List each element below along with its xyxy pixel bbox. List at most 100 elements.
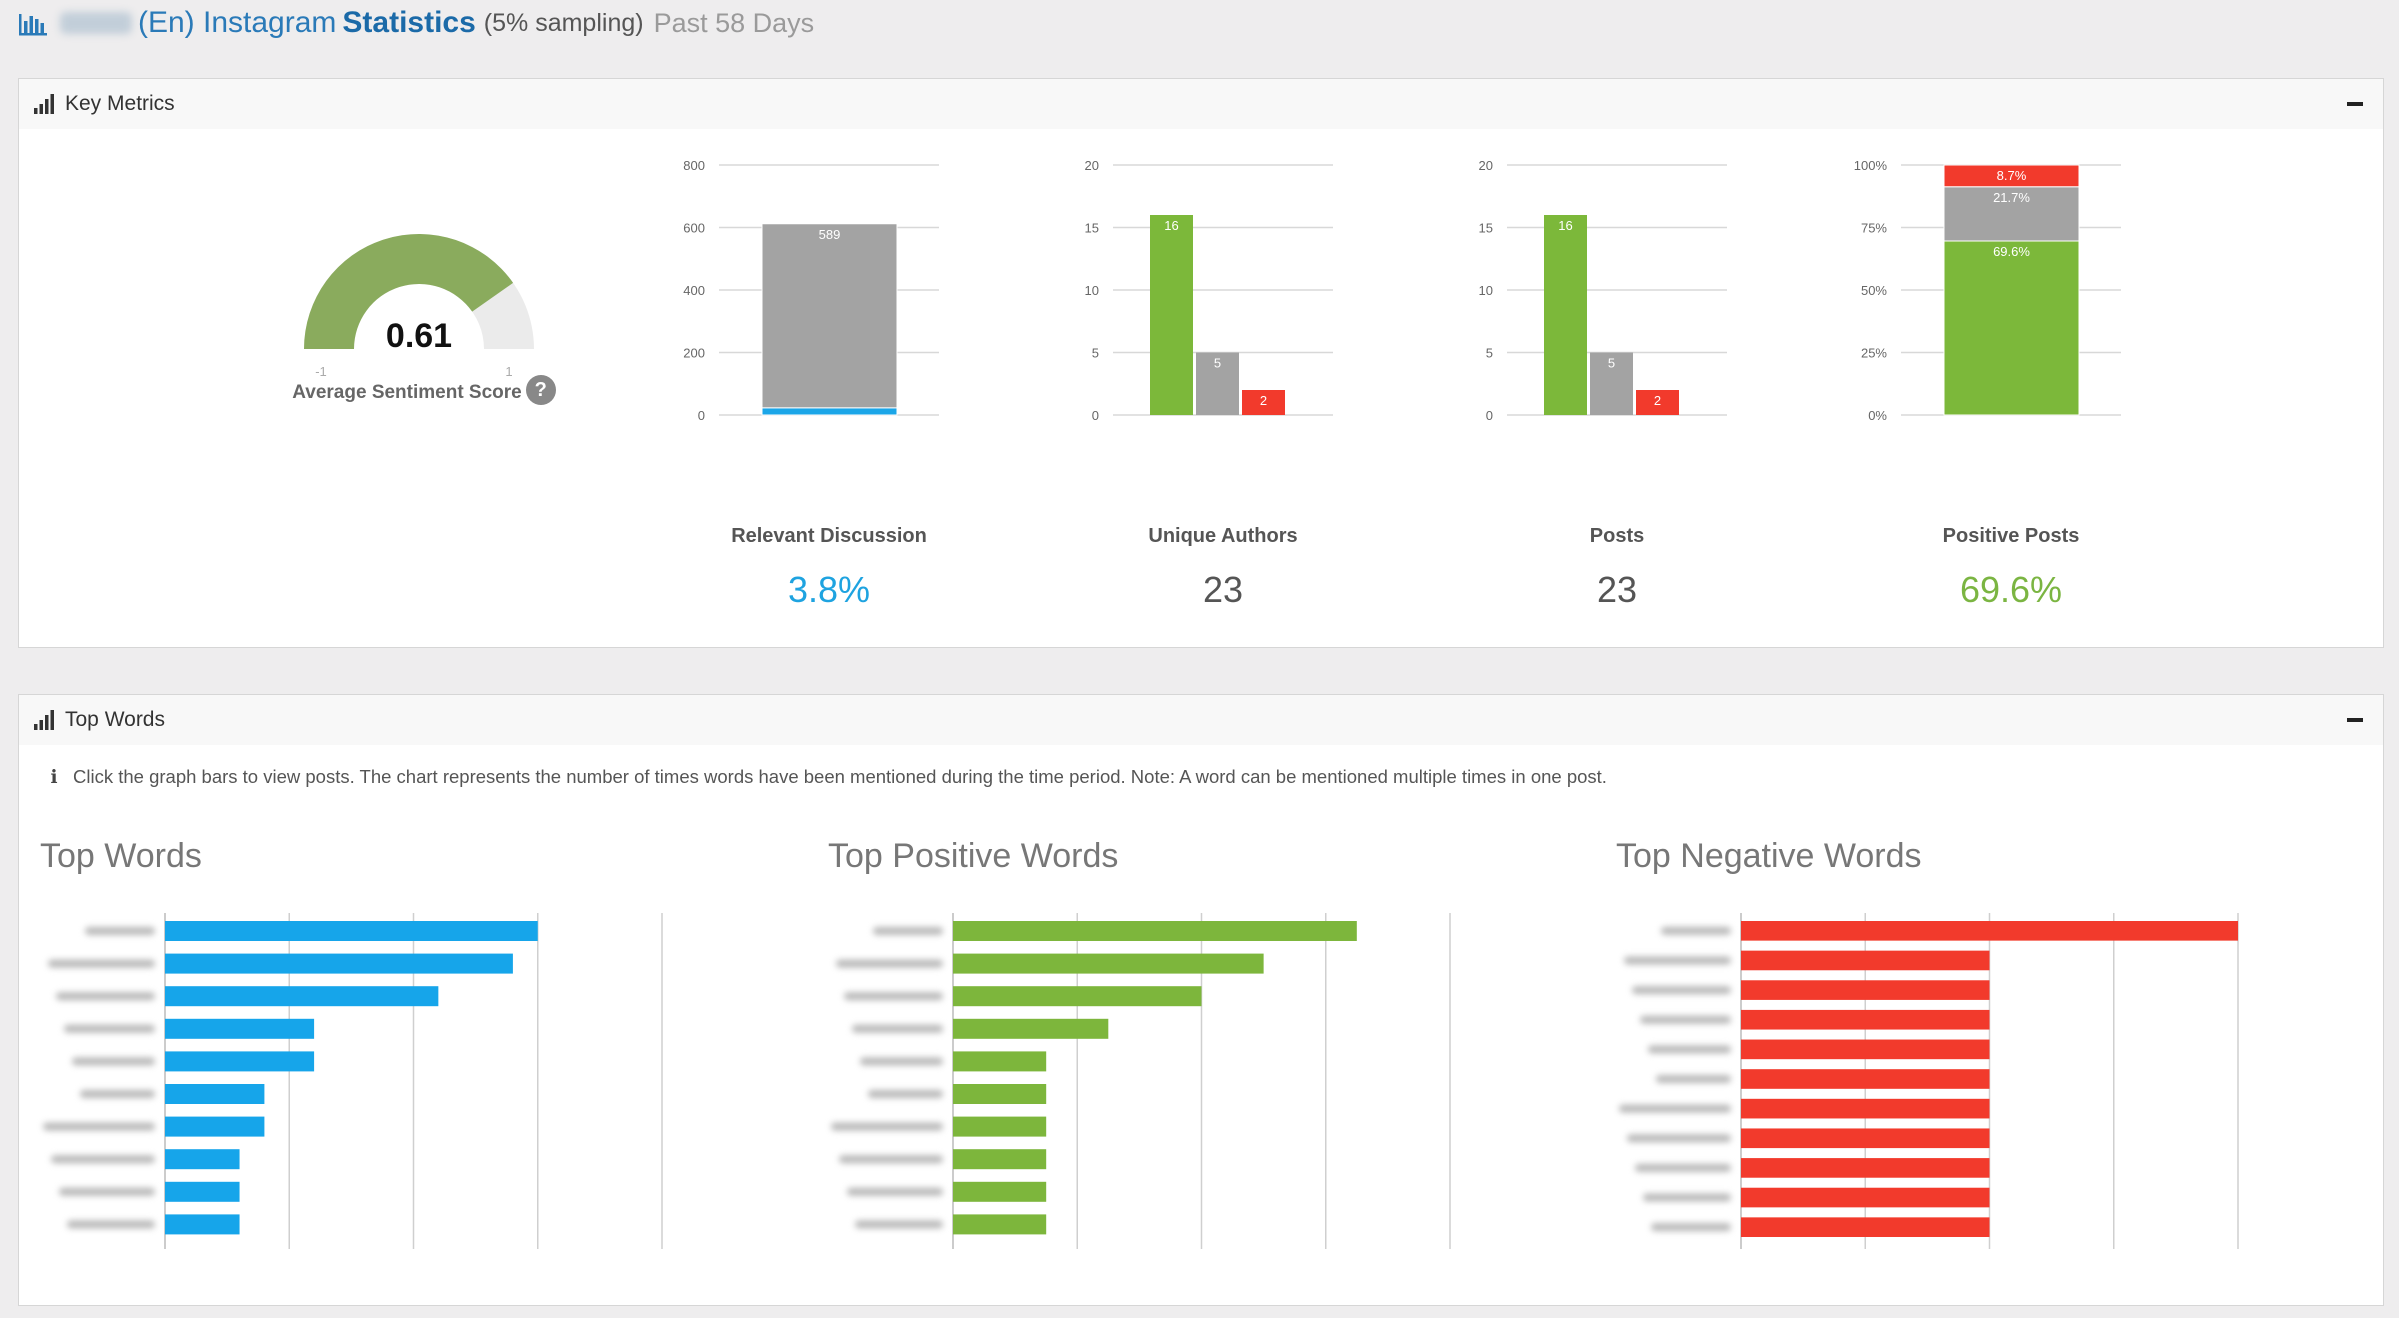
page-title: Statistics [342, 6, 476, 39]
word-bar[interactable] [953, 953, 1264, 974]
redacted-word-label [844, 992, 943, 1001]
redacted-word-label [1627, 1134, 1731, 1143]
panel-title: Top Words [65, 708, 165, 731]
word-bar[interactable] [165, 1181, 240, 1202]
bar-segment[interactable] [1943, 186, 2080, 242]
word-bar[interactable] [1741, 1158, 1990, 1178]
word-bar[interactable] [165, 986, 439, 1007]
gauge-label: Average Sentiment Score? [274, 375, 574, 405]
word-bar[interactable] [165, 1084, 265, 1104]
bar-segment[interactable] [1943, 164, 2080, 188]
gauge-label-text: Average Sentiment Score [292, 382, 522, 403]
relevant-discussion-chart: 020040060080023589 [669, 155, 989, 515]
top-negative-words-chart-title: Top Negative Words [1616, 837, 1922, 875]
redacted-word-label [1635, 1163, 1731, 1172]
word-bar[interactable] [953, 1018, 1109, 1039]
top-positive-words-chart-title: Top Positive Words [828, 837, 1119, 875]
word-bar[interactable] [1741, 980, 1990, 1000]
data-label: 16 [1164, 218, 1178, 233]
word-bar[interactable] [953, 1116, 1047, 1137]
word-bar[interactable] [1741, 1187, 1990, 1208]
bar-segment[interactable] [761, 223, 898, 409]
word-bar[interactable] [953, 1051, 1047, 1072]
metric-label-posts: Posts [1589, 525, 1645, 547]
collapse-button[interactable] [2347, 709, 2365, 729]
y-tick-label: 400 [683, 283, 705, 298]
posts-chart: 0 5 10 15 20 16 5 2 [1457, 155, 1777, 515]
word-bar[interactable] [1741, 1009, 1990, 1030]
word-bar[interactable] [953, 986, 1202, 1007]
word-bar[interactable] [165, 1018, 315, 1039]
help-icon[interactable]: ? [525, 375, 556, 405]
data-label: 21.7% [1993, 190, 2030, 205]
data-label: 5 [1608, 356, 1615, 371]
redacted-word-label [847, 1187, 943, 1196]
redacted-word-label [839, 1155, 943, 1164]
redacted-word-label [67, 1220, 155, 1229]
redacted-word-label [1624, 956, 1731, 965]
y-tick-label: 0 [698, 408, 705, 423]
bar[interactable] [1544, 215, 1587, 415]
top-words-header: Top Words [19, 695, 2383, 745]
word-bar[interactable] [1741, 1098, 1990, 1119]
data-label: 16 [1558, 218, 1572, 233]
key-metrics-header: Key Metrics [19, 79, 2383, 129]
word-bar[interactable] [1741, 921, 2238, 941]
word-bar[interactable] [953, 921, 1357, 941]
y-tick-label: 75% [1861, 221, 1887, 236]
word-bar[interactable] [1741, 1039, 1990, 1060]
bar-segment[interactable] [1943, 240, 2080, 416]
word-bar[interactable] [1741, 950, 1990, 971]
collapse-button[interactable] [2347, 93, 2365, 113]
y-tick-label: 25% [1861, 346, 1887, 361]
top-words-chart-title: Top Words [40, 837, 202, 875]
page-header: (En) Instagram Statistics (5% sampling) … [18, 0, 814, 46]
word-bar[interactable] [953, 1181, 1047, 1202]
redacted-word-label [868, 1090, 943, 1098]
time-period: Past 58 Days [653, 7, 815, 38]
word-bar[interactable] [165, 953, 513, 974]
bar[interactable] [1242, 390, 1285, 415]
redacted-word-label [836, 959, 943, 968]
data-label: 589 [819, 227, 841, 242]
word-bar[interactable] [953, 1084, 1047, 1104]
data-label: 69.6% [1993, 244, 2030, 259]
top-words-chart [19, 901, 719, 1261]
info-text: Click the graph bars to view posts. The … [73, 766, 1607, 787]
bar[interactable] [1636, 390, 1679, 415]
redacted-word-label [1656, 1075, 1731, 1083]
key-metrics-panel: Key Metrics 0.61 -1 1 Average Sentiment … [18, 78, 2384, 648]
bar[interactable] [1196, 352, 1239, 416]
bar-segment[interactable] [761, 407, 898, 416]
word-bar[interactable] [1741, 1069, 1990, 1089]
word-bar[interactable] [165, 1051, 315, 1072]
redacted-word-label [1643, 1193, 1731, 1202]
signal-bars-icon [34, 94, 54, 114]
redacted-word-label [1619, 1104, 1731, 1113]
metric-label-unique-authors: Unique Authors [1148, 525, 1298, 547]
bar[interactable] [1150, 215, 1193, 415]
y-tick-label: 20 [1085, 158, 1099, 173]
word-bar[interactable] [165, 1116, 265, 1137]
redacted-word-label [860, 1057, 943, 1066]
redacted-word-label [831, 1122, 943, 1131]
redacted-word-label [72, 1057, 155, 1066]
word-bar[interactable] [165, 1214, 240, 1235]
word-bar[interactable] [953, 1149, 1047, 1170]
redacted-word-label [48, 959, 155, 968]
redacted-word-label [1661, 926, 1731, 935]
bar[interactable] [1590, 352, 1633, 416]
y-tick-label: 15 [1479, 221, 1493, 236]
gauge-value: 0.61 [386, 317, 452, 355]
panel-title: Key Metrics [65, 92, 175, 115]
word-bar[interactable] [165, 1149, 240, 1170]
word-bar[interactable] [1741, 1217, 1990, 1237]
top-negative-words-chart [1595, 901, 2295, 1261]
y-tick-label: 5 [1486, 346, 1493, 361]
data-label: 2 [1654, 393, 1661, 408]
word-bar[interactable] [165, 921, 538, 941]
word-bar[interactable] [953, 1214, 1047, 1235]
data-label: 8.7% [1997, 168, 2027, 183]
word-bar[interactable] [1741, 1128, 1990, 1149]
redacted-word-label [43, 1122, 155, 1131]
